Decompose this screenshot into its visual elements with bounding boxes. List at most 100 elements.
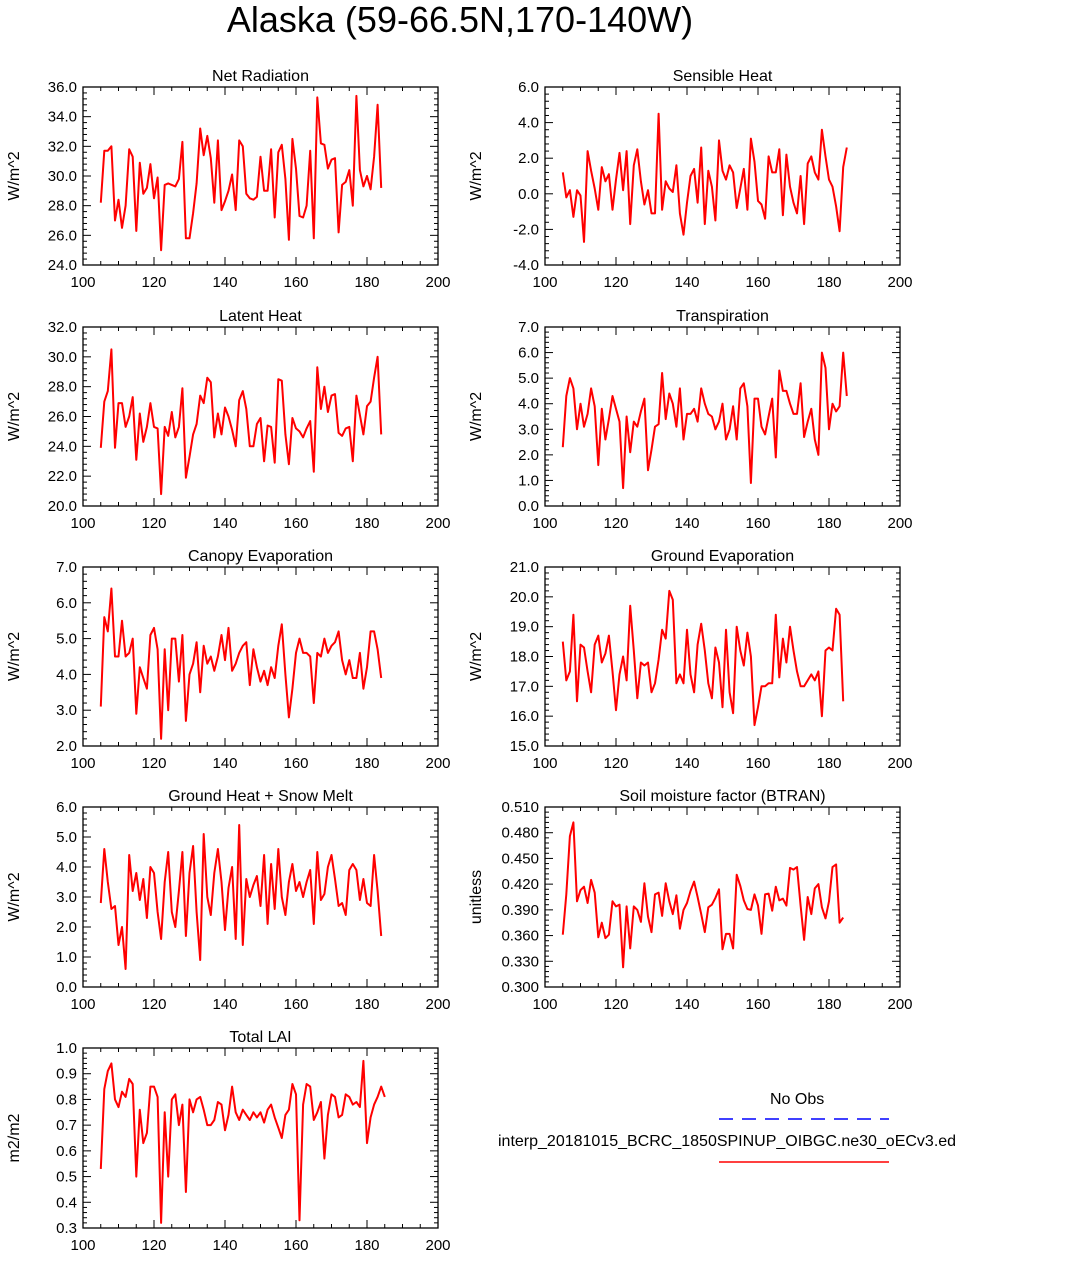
x-tick-label: 200 xyxy=(425,755,450,772)
y-tick-label: 6.0 xyxy=(56,595,77,612)
panel-title: Soil moisture factor (BTRAN) xyxy=(619,788,825,805)
x-tick-label: 120 xyxy=(603,755,628,772)
y-tick-label: 4.0 xyxy=(56,859,77,876)
y-axis-label: W/m^2 xyxy=(6,151,23,200)
y-tick-label: 26.0 xyxy=(48,409,77,426)
y-tick-label: 0.5 xyxy=(56,1169,77,1186)
y-tick-label: 4.0 xyxy=(56,666,77,683)
x-tick-label: 180 xyxy=(816,996,841,1013)
x-tick-label: 120 xyxy=(141,1237,166,1254)
series-line xyxy=(99,94,383,252)
y-axis-label: W/m^2 xyxy=(468,632,485,681)
x-tick-label: 180 xyxy=(816,515,841,532)
y-tick-label: 5.0 xyxy=(518,370,539,387)
plot-frame xyxy=(82,326,439,507)
x-tick-label: 160 xyxy=(745,755,770,772)
y-tick-label: 19.0 xyxy=(510,619,539,636)
panel-title: Transpiration xyxy=(676,308,769,325)
x-tick-label: 200 xyxy=(887,274,912,291)
plot-frame xyxy=(544,566,901,747)
y-tick-label: 7.0 xyxy=(518,319,539,336)
x-tick-label: 100 xyxy=(532,274,557,291)
y-tick-label: 0.480 xyxy=(501,825,539,842)
y-axis-label: W/m^2 xyxy=(6,392,23,441)
x-tick-label: 200 xyxy=(425,1237,450,1254)
y-tick-label: 0.8 xyxy=(56,1091,77,1108)
x-tick-label: 140 xyxy=(212,755,237,772)
y-tick-label: 32.0 xyxy=(48,138,77,155)
x-tick-label: 160 xyxy=(745,996,770,1013)
y-tick-label: 0.510 xyxy=(501,799,539,816)
y-axis-label: W/m^2 xyxy=(468,392,485,441)
series-line xyxy=(99,824,383,970)
x-tick-label: 140 xyxy=(212,1237,237,1254)
x-tick-label: 120 xyxy=(603,274,628,291)
y-tick-label: 0.3 xyxy=(56,1220,77,1237)
y-tick-label: 32.0 xyxy=(48,319,77,336)
y-tick-label: 17.0 xyxy=(510,678,539,695)
y-tick-label: 0.360 xyxy=(501,928,539,945)
y-tick-label: 5.0 xyxy=(56,829,77,846)
panel-title: Total LAI xyxy=(229,1029,291,1046)
x-tick-label: 100 xyxy=(70,1237,95,1254)
x-tick-label: 200 xyxy=(425,515,450,532)
y-tick-label: 30.0 xyxy=(48,168,77,185)
y-tick-label: 5.0 xyxy=(56,631,77,648)
series-line xyxy=(561,112,848,243)
y-tick-label: 15.0 xyxy=(510,738,539,755)
x-tick-label: 100 xyxy=(532,515,557,532)
y-tick-label: 1.0 xyxy=(518,472,539,489)
y-axis-label: unitless xyxy=(468,870,485,924)
y-tick-label: 7.0 xyxy=(56,559,77,576)
y-tick-label: 22.0 xyxy=(48,468,77,485)
series-line xyxy=(561,821,845,969)
x-tick-label: 160 xyxy=(283,996,308,1013)
x-tick-label: 140 xyxy=(674,515,699,532)
plot-frame xyxy=(544,86,901,266)
panel-title: Ground Evaporation xyxy=(651,548,794,565)
y-tick-label: 28.0 xyxy=(48,379,77,396)
plot-frame xyxy=(82,566,439,747)
y-tick-label: 24.0 xyxy=(48,438,77,455)
y-axis-label: W/m^2 xyxy=(6,872,23,921)
x-tick-label: 140 xyxy=(212,515,237,532)
y-tick-label: 0.4 xyxy=(56,1194,77,1211)
y-tick-label: 20.0 xyxy=(48,498,77,515)
y-tick-label: 0.0 xyxy=(518,498,539,515)
y-axis-label: W/m^2 xyxy=(6,632,23,681)
x-tick-label: 200 xyxy=(887,755,912,772)
panel-title: Latent Heat xyxy=(219,308,302,325)
y-tick-label: 0.390 xyxy=(501,902,539,919)
y-tick-label: 0.0 xyxy=(56,979,77,996)
x-tick-label: 160 xyxy=(283,1237,308,1254)
x-tick-label: 140 xyxy=(674,274,699,291)
x-tick-label: 140 xyxy=(212,274,237,291)
x-tick-label: 120 xyxy=(603,996,628,1013)
x-tick-label: 180 xyxy=(354,515,379,532)
y-tick-label: 0.0 xyxy=(518,186,539,203)
x-tick-label: 100 xyxy=(70,515,95,532)
x-tick-label: 160 xyxy=(283,755,308,772)
y-axis-label: W/m^2 xyxy=(468,151,485,200)
x-tick-label: 100 xyxy=(70,274,95,291)
y-tick-label: 0.420 xyxy=(501,876,539,893)
x-tick-label: 180 xyxy=(816,274,841,291)
y-tick-label: 3.0 xyxy=(56,702,77,719)
x-tick-label: 180 xyxy=(354,755,379,772)
y-tick-label: 20.0 xyxy=(510,589,539,606)
y-tick-label: 6.0 xyxy=(56,799,77,816)
x-tick-label: 180 xyxy=(354,996,379,1013)
y-tick-label: 0.330 xyxy=(501,953,539,970)
series-line xyxy=(561,589,845,727)
x-tick-label: 200 xyxy=(425,996,450,1013)
series-line xyxy=(99,1059,386,1224)
x-tick-label: 140 xyxy=(674,996,699,1013)
x-tick-label: 120 xyxy=(141,755,166,772)
y-tick-label: 0.450 xyxy=(501,850,539,867)
y-tick-label: -2.0 xyxy=(513,221,539,238)
plot-frame xyxy=(82,86,439,266)
y-tick-label: 16.0 xyxy=(510,708,539,725)
x-tick-label: 180 xyxy=(354,274,379,291)
x-tick-label: 180 xyxy=(354,1237,379,1254)
x-tick-label: 160 xyxy=(283,515,308,532)
